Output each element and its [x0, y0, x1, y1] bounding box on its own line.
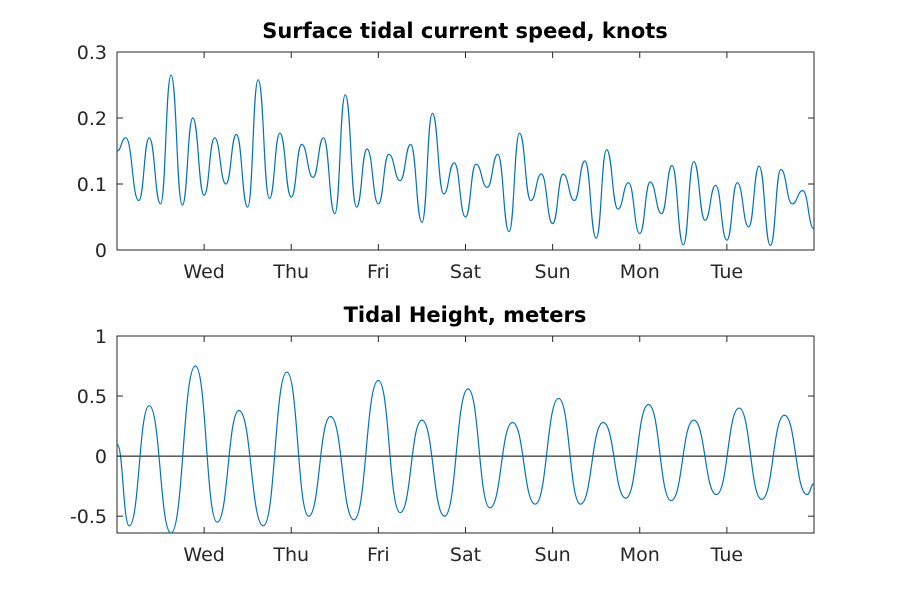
current-speed-plot: Surface tidal current speed, knots 00.10…: [77, 19, 815, 283]
tidal-height-ytick-label: -0.5: [70, 506, 107, 528]
current-speed-xtick-label: Sat: [450, 261, 481, 283]
current-speed-axes: [116, 51, 815, 251]
current-speed-ytick-label: 0: [95, 240, 107, 262]
current-speed-series-line: [116, 74, 815, 246]
current-speed-xtick-label: Wed: [183, 261, 224, 283]
current-speed-xtick-label: Mon: [620, 261, 660, 283]
current-speed-xtick-label: Thu: [272, 261, 309, 283]
tidal-height-title: Tidal Height, meters: [344, 303, 587, 327]
tidal-height-xtick-label: Thu: [272, 544, 309, 566]
tidal-height-ytick-label: 1: [95, 326, 107, 348]
tidal-height-xtick-label: Sat: [450, 544, 481, 566]
current-speed-xtick-label: Fri: [367, 261, 390, 283]
tidal-height-xtick-label: Fri: [367, 544, 390, 566]
current-speed-series-group: [116, 74, 815, 246]
current-speed-ytick-label: 0.3: [77, 42, 107, 64]
tidal-height-xtick-label: Tue: [710, 544, 743, 566]
tidal-height-ytick-label: 0: [95, 446, 107, 468]
tidal-height-series-line: [116, 365, 815, 534]
current-speed-xtick-label: Sun: [535, 261, 571, 283]
tidal-height-series-group: [116, 365, 815, 534]
current-speed-ticks: 0 0.1 0.2 0.3 Wed Thu Fri Sat Sun Mon Tue: [77, 42, 814, 283]
current-speed-ytick-label: 0.2: [77, 108, 107, 130]
tidal-height-xtick-label: Mon: [620, 544, 660, 566]
tidal-height-xtick-label: Wed: [183, 544, 224, 566]
tidal-height-plot: Tidal Height, meters -0.5 0 0.5 1 Wed Thu Fri S…: [70, 303, 815, 566]
tidal-height-xtick-label: Sun: [535, 544, 571, 566]
tidal-height-axes: [116, 335, 815, 534]
current-speed-xtick-label: Tue: [710, 261, 743, 283]
current-speed-ytick-label: 0.1: [77, 174, 107, 196]
tidal-height-ytick-label: 0.5: [77, 386, 107, 408]
tidal-height-ticks: -0.5 0 0.5 1 Wed Thu Fri Sat Sun Mon Tue: [70, 326, 814, 566]
current-speed-title: Surface tidal current speed, knots: [262, 19, 668, 43]
